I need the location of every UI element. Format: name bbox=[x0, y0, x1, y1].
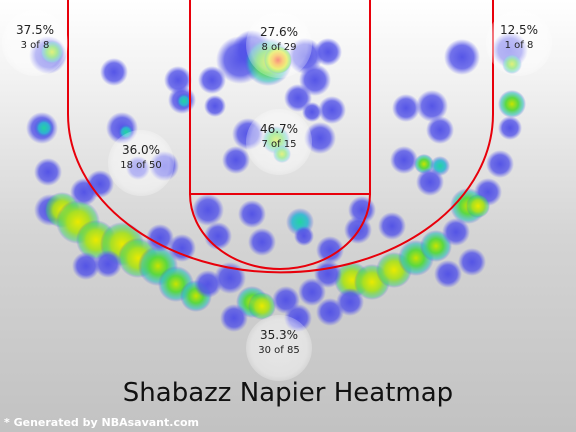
heat-blob bbox=[458, 248, 486, 276]
heat-blob bbox=[302, 102, 322, 122]
heat-blob bbox=[316, 236, 344, 264]
heat-blob bbox=[442, 218, 470, 246]
heat-blob bbox=[434, 260, 462, 288]
heat-blob bbox=[222, 146, 250, 174]
heat-blob bbox=[486, 150, 514, 178]
chart-title: Shabazz Napier Heatmap bbox=[122, 378, 454, 408]
paint-lane bbox=[189, 0, 371, 195]
heat-blob bbox=[168, 234, 196, 262]
zone-bubble bbox=[246, 12, 312, 78]
heat-blob bbox=[72, 252, 100, 280]
heat-blob bbox=[314, 38, 342, 66]
heat-blob bbox=[220, 304, 248, 332]
court-lines bbox=[67, 0, 494, 274]
zone-bubble bbox=[246, 109, 312, 175]
zone-bubbles bbox=[2, 10, 552, 381]
heat-blob bbox=[146, 224, 174, 252]
free-throw-circle bbox=[189, 193, 371, 270]
heat-blob bbox=[204, 222, 232, 250]
zone-bubble bbox=[2, 10, 68, 76]
heat-blob bbox=[392, 94, 420, 122]
heat-blob bbox=[34, 118, 54, 138]
heat-blob bbox=[238, 200, 266, 228]
three-point-line bbox=[67, 0, 494, 274]
heat-blob bbox=[314, 260, 342, 288]
heat-blob bbox=[100, 58, 128, 86]
heat-blob bbox=[176, 93, 192, 109]
heat-blob bbox=[34, 158, 62, 186]
heat-blob bbox=[416, 168, 444, 196]
heat-blob bbox=[94, 250, 122, 278]
heat-blob bbox=[426, 116, 454, 144]
zone-bubble bbox=[246, 315, 312, 381]
heat-blob bbox=[318, 96, 346, 124]
zone-bubble bbox=[486, 10, 552, 76]
heat-blob bbox=[192, 194, 224, 226]
heat-blob bbox=[444, 39, 480, 75]
heat-blob bbox=[248, 292, 276, 320]
heat-blob bbox=[248, 228, 276, 256]
heat-blob bbox=[466, 194, 490, 218]
heat-blob bbox=[304, 122, 336, 154]
heat-blob bbox=[294, 226, 314, 246]
heat-blob bbox=[390, 146, 418, 174]
zone-bubble bbox=[108, 130, 174, 196]
heat-blob bbox=[378, 212, 406, 240]
heat-blob bbox=[336, 288, 364, 316]
heat-blob bbox=[298, 278, 326, 306]
heat-blob bbox=[204, 95, 226, 117]
heat-blob bbox=[498, 90, 526, 118]
credit-note: * Generated by NBAsavant.com bbox=[4, 416, 199, 429]
heat-blob bbox=[498, 116, 522, 140]
heat-blob bbox=[416, 90, 448, 122]
heat-blob bbox=[198, 66, 226, 94]
heat-blob bbox=[214, 262, 246, 294]
